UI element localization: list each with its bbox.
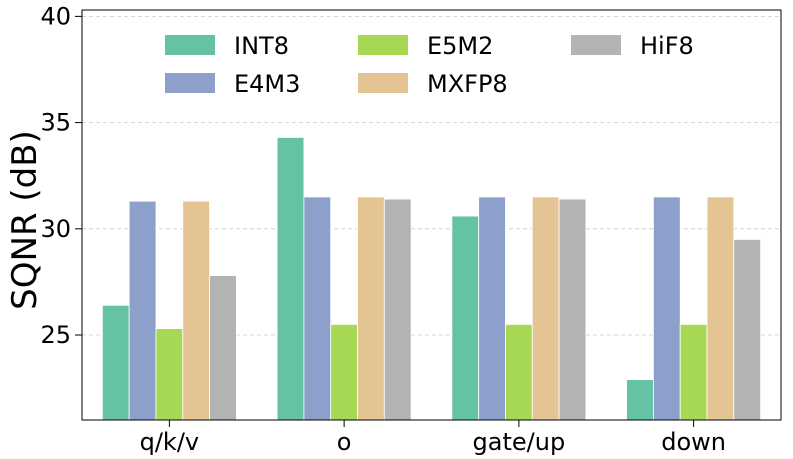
legend-item-int8: INT8	[165, 32, 289, 60]
x-axis-ticks: q/k/v o gate/up down	[140, 420, 726, 456]
x-tick-label: o	[337, 428, 352, 456]
bar-hif8-gate-up	[558, 198, 587, 421]
plot-frame	[81, 9, 782, 421]
legend-label: E5M2	[427, 32, 493, 60]
bar-e4m3-o	[303, 196, 332, 421]
bar-int8-q-k-v	[101, 304, 130, 421]
bar-mxfp8-o	[357, 196, 385, 421]
bars	[101, 137, 762, 421]
bar-mxfp8-q-k-v	[182, 200, 210, 421]
legend-swatch	[571, 35, 621, 55]
y-axis-label: SQNR (dB)	[5, 130, 45, 310]
bar-e4m3-gate-up	[478, 196, 506, 421]
x-tick-label: q/k/v	[140, 428, 200, 456]
y-tick-label: 25	[40, 321, 71, 349]
legend-swatch	[165, 73, 215, 93]
bar-e5m2-down	[679, 324, 708, 421]
bar-int8-o	[276, 137, 305, 421]
y-tick-label: 35	[40, 109, 71, 137]
legend-label: MXFP8	[427, 70, 508, 98]
bar-e4m3-q-k-v	[128, 200, 157, 421]
bar-mxfp8-gate-up	[531, 196, 560, 421]
legend-swatch	[358, 35, 408, 55]
legend-swatch	[165, 35, 215, 55]
bar-int8-gate-up	[451, 215, 480, 421]
legend-item-mxfp8: MXFP8	[358, 70, 508, 98]
bar-int8-down	[626, 379, 654, 421]
legend-label: INT8	[234, 32, 289, 60]
bar-hif8-q-k-v	[209, 275, 237, 421]
bar-e4m3-down	[653, 196, 681, 421]
bar-hif8-o	[383, 198, 412, 421]
x-tick-label: down	[661, 428, 726, 456]
legend: INT8 E4M3 E5M2 MXFP8 HiF8	[165, 32, 694, 98]
legend-item-e4m3: E4M3	[165, 70, 300, 98]
y-tick-label: 30	[40, 215, 71, 243]
bar-hif8-down	[733, 239, 762, 421]
y-axis-ticks: 25 30 35 40	[40, 2, 82, 349]
y-tick-label: 40	[40, 2, 71, 30]
bar-e5m2-q-k-v	[155, 328, 184, 421]
legend-swatch	[358, 73, 408, 93]
legend-item-hif8: HiF8	[571, 32, 694, 60]
legend-item-e5m2: E5M2	[358, 32, 493, 60]
x-tick-label: gate/up	[473, 428, 566, 456]
legend-label: E4M3	[234, 70, 300, 98]
bar-mxfp8-down	[706, 196, 735, 421]
legend-label: HiF8	[640, 32, 694, 60]
bar-e5m2-gate-up	[505, 324, 533, 421]
bar-e5m2-o	[330, 324, 358, 421]
